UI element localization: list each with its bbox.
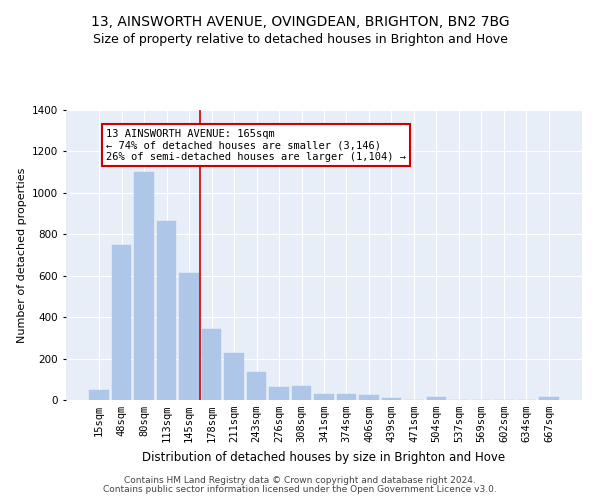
Text: 13 AINSWORTH AVENUE: 165sqm
← 74% of detached houses are smaller (3,146)
26% of : 13 AINSWORTH AVENUE: 165sqm ← 74% of det…	[106, 128, 406, 162]
Text: Contains HM Land Registry data © Crown copyright and database right 2024.: Contains HM Land Registry data © Crown c…	[124, 476, 476, 485]
Bar	[382, 398, 401, 400]
Text: 13, AINSWORTH AVENUE, OVINGDEAN, BRIGHTON, BN2 7BG: 13, AINSWORTH AVENUE, OVINGDEAN, BRIGHTO…	[91, 15, 509, 29]
Bar	[202, 328, 221, 400]
Bar	[539, 398, 559, 400]
Bar	[359, 396, 379, 400]
Bar	[134, 172, 154, 400]
Y-axis label: Number of detached properties: Number of detached properties	[17, 168, 26, 342]
Bar	[337, 394, 356, 400]
Bar	[112, 244, 131, 400]
Bar	[157, 221, 176, 400]
X-axis label: Distribution of detached houses by size in Brighton and Hove: Distribution of detached houses by size …	[142, 450, 506, 464]
Bar	[179, 272, 199, 400]
Bar	[224, 354, 244, 400]
Bar	[292, 386, 311, 400]
Bar	[269, 386, 289, 400]
Bar	[247, 372, 266, 400]
Text: Size of property relative to detached houses in Brighton and Hove: Size of property relative to detached ho…	[92, 32, 508, 46]
Bar	[427, 398, 446, 400]
Bar	[314, 394, 334, 400]
Bar	[89, 390, 109, 400]
Text: Contains public sector information licensed under the Open Government Licence v3: Contains public sector information licen…	[103, 485, 497, 494]
